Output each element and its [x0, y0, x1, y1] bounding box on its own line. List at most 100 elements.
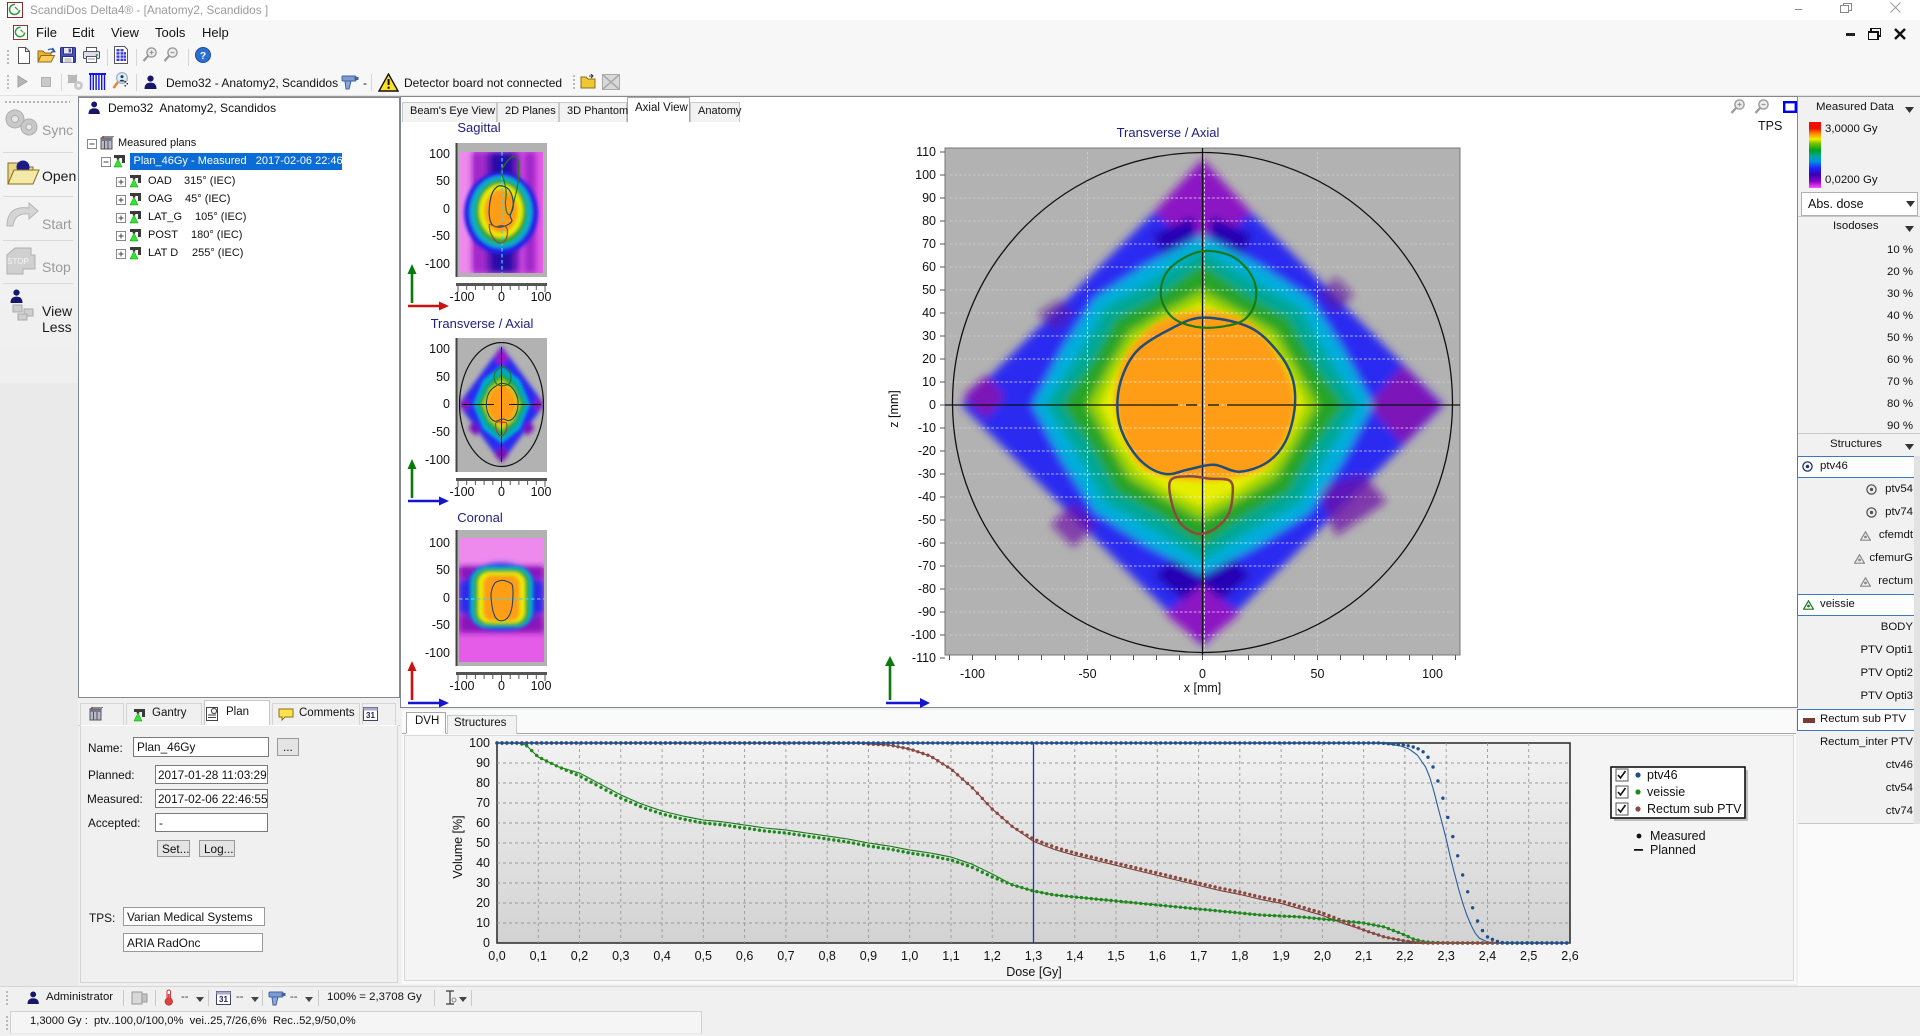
svg-text:0,9: 0,9 [860, 949, 877, 963]
svg-text:10: 10 [476, 916, 490, 930]
svg-text:-70: -70 [918, 559, 936, 573]
svg-text:31: 31 [219, 995, 228, 1004]
svg-text:-60: -60 [918, 536, 936, 550]
svg-text:10: 10 [922, 375, 936, 389]
svg-text:30: 30 [476, 876, 490, 890]
svg-text:-40: -40 [918, 490, 936, 504]
svg-text:100: 100 [429, 147, 450, 161]
svg-text:0: 0 [1199, 667, 1206, 681]
svg-text:-100: -100 [425, 646, 450, 660]
svg-text:Dose [Gy]: Dose [Gy] [1006, 965, 1062, 979]
svg-text:100: 100 [531, 679, 552, 693]
svg-text:80: 80 [922, 214, 936, 228]
svg-text:30: 30 [922, 329, 936, 343]
svg-text:2,2: 2,2 [1396, 949, 1413, 963]
svg-text:50: 50 [436, 563, 450, 577]
svg-text:1,5: 1,5 [1107, 949, 1124, 963]
svg-text:100: 100 [469, 736, 490, 750]
svg-text:1,1: 1,1 [942, 949, 959, 963]
svg-text:70: 70 [922, 237, 936, 251]
svg-text:80: 80 [476, 776, 490, 790]
svg-text:-100: -100 [425, 257, 450, 271]
svg-text:50: 50 [436, 370, 450, 384]
svg-text:-80: -80 [918, 582, 936, 596]
svg-text:ptv46: ptv46 [1647, 768, 1678, 782]
svg-text:1,0: 1,0 [901, 949, 918, 963]
svg-text:0,4: 0,4 [653, 949, 670, 963]
svg-text:1,7: 1,7 [1190, 949, 1207, 963]
svg-text:Volume [%]: Volume [%] [451, 815, 465, 878]
svg-text:Measured: Measured [1650, 829, 1706, 843]
svg-text:0,5: 0,5 [695, 949, 712, 963]
svg-text:0: 0 [443, 202, 450, 216]
svg-text:100: 100 [915, 168, 936, 182]
svg-text:0: 0 [443, 397, 450, 411]
svg-text:1,3: 1,3 [1025, 949, 1042, 963]
svg-text:?: ? [200, 51, 206, 62]
svg-text:-50: -50 [918, 513, 936, 527]
svg-text:2,3: 2,3 [1438, 949, 1455, 963]
svg-text:100: 100 [429, 342, 450, 356]
svg-text:2,6: 2,6 [1561, 949, 1578, 963]
svg-text:60: 60 [476, 816, 490, 830]
svg-text:-50: -50 [1078, 667, 1096, 681]
svg-text:Sagittal: Sagittal [457, 120, 500, 135]
svg-text:-110: -110 [912, 651, 936, 665]
svg-text:-100: -100 [960, 667, 985, 681]
svg-text:0,8: 0,8 [819, 949, 836, 963]
svg-text:50: 50 [1311, 667, 1325, 681]
svg-text:0: 0 [498, 290, 505, 304]
svg-text:-30: -30 [918, 467, 936, 481]
svg-text:0: 0 [498, 485, 505, 499]
svg-text:x [mm]: x [mm] [1184, 681, 1222, 695]
svg-text:0,7: 0,7 [777, 949, 794, 963]
svg-text:0,0: 0,0 [488, 949, 505, 963]
svg-text:0: 0 [498, 679, 505, 693]
svg-text:Rectum sub PTV: Rectum sub PTV [1647, 802, 1742, 816]
svg-text:100: 100 [531, 485, 552, 499]
svg-text:100: 100 [531, 290, 552, 304]
svg-text:-100: -100 [425, 453, 450, 467]
svg-text:60: 60 [922, 260, 936, 274]
svg-text:0: 0 [483, 936, 490, 950]
svg-text:100: 100 [429, 536, 450, 550]
svg-text:-100: -100 [449, 679, 474, 693]
svg-text:-100: -100 [911, 628, 936, 642]
svg-text:-90: -90 [918, 605, 936, 619]
svg-text:-10: -10 [918, 421, 936, 435]
svg-text:90: 90 [476, 756, 490, 770]
svg-text:1,4: 1,4 [1066, 949, 1083, 963]
svg-text:0: 0 [443, 591, 450, 605]
svg-text:Planned: Planned [1650, 843, 1696, 857]
svg-text:70: 70 [476, 796, 490, 810]
svg-text:0: 0 [929, 398, 936, 412]
svg-text:1,6: 1,6 [1149, 949, 1166, 963]
svg-text:110: 110 [916, 145, 936, 159]
svg-text:-100: -100 [449, 485, 474, 499]
svg-text:STOP: STOP [7, 257, 29, 266]
svg-text:50: 50 [476, 836, 490, 850]
svg-text:0,2: 0,2 [571, 949, 588, 963]
svg-text:2,5: 2,5 [1520, 949, 1537, 963]
svg-text:-50: -50 [432, 618, 450, 632]
svg-text:1,9: 1,9 [1272, 949, 1289, 963]
svg-text:0,6: 0,6 [736, 949, 753, 963]
svg-text:100: 100 [1422, 667, 1443, 681]
svg-text:40: 40 [476, 856, 490, 870]
svg-text:veissie: veissie [1647, 785, 1685, 799]
svg-text:Transverse / Axial: Transverse / Axial [431, 316, 534, 331]
svg-text:50: 50 [922, 283, 936, 297]
svg-text:-50: -50 [432, 425, 450, 439]
svg-text:50: 50 [436, 174, 450, 188]
svg-text:2,1: 2,1 [1355, 949, 1372, 963]
svg-text:90: 90 [922, 191, 936, 205]
svg-text:-20: -20 [918, 444, 936, 458]
svg-text:1,2: 1,2 [984, 949, 1001, 963]
svg-text:0,1: 0,1 [530, 949, 547, 963]
svg-text:-100: -100 [449, 290, 474, 304]
svg-text:40: 40 [922, 306, 936, 320]
svg-text:0,3: 0,3 [612, 949, 629, 963]
svg-text:Coronal: Coronal [457, 510, 503, 525]
svg-text:-50: -50 [432, 229, 450, 243]
svg-text:z [mm]: z [mm] [887, 390, 901, 428]
